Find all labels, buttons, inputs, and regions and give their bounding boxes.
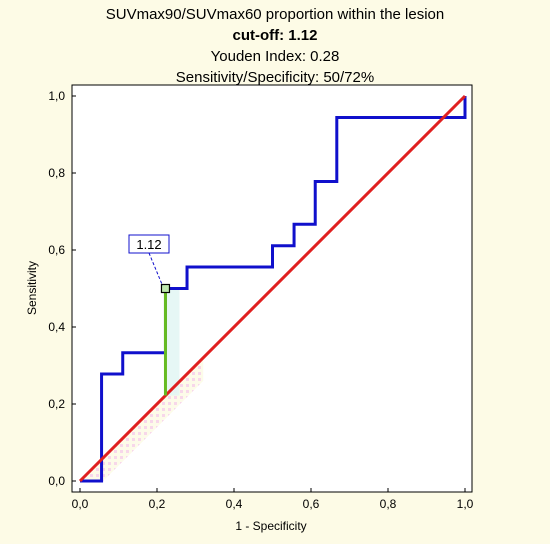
x-tick-label: 0,0 (72, 497, 89, 511)
roc-curve-line (80, 96, 467, 483)
reference-diagonal-line (78, 94, 467, 483)
x-tick-label: 0,4 (226, 497, 243, 511)
cutoff-callout-label: 1.12 (136, 237, 161, 252)
x-axis-label: 1 - Specificity (235, 519, 306, 533)
title-block: SUVmax90/SUVmax60 proportion within the … (0, 4, 550, 88)
cutoff-callout-leader (148, 252, 163, 286)
y-tick-label: 1,0 (48, 89, 65, 103)
sensitivity-specificity-label: Sensitivity/Specificity: 50/72% (175, 69, 375, 86)
cutoff-point-marker (160, 283, 171, 294)
chart-title: SUVmax90/SUVmax60 proportion within the … (105, 6, 445, 23)
y-tick-label: 0,2 (48, 397, 65, 411)
x-tick-label: 0,6 (303, 497, 320, 511)
youden-shading (165, 288, 180, 396)
y-tick-label: 0,8 (48, 166, 65, 180)
x-tick-label: 1,0 (457, 497, 474, 511)
y-tick-label: 0,0 (48, 474, 65, 488)
x-tick-label: 0,2 (149, 497, 166, 511)
y-tick-label: 0,4 (48, 320, 65, 334)
cutoff-callout-box (128, 234, 170, 254)
youden-index-label: Youden Index: 0.28 (210, 48, 340, 65)
y-axis-label: Sensitivity (25, 261, 39, 315)
y-tick-label: 0,6 (48, 243, 65, 257)
cutoff-label: cut-off: 1.12 (232, 27, 318, 44)
x-tick-label: 0,8 (380, 497, 397, 511)
